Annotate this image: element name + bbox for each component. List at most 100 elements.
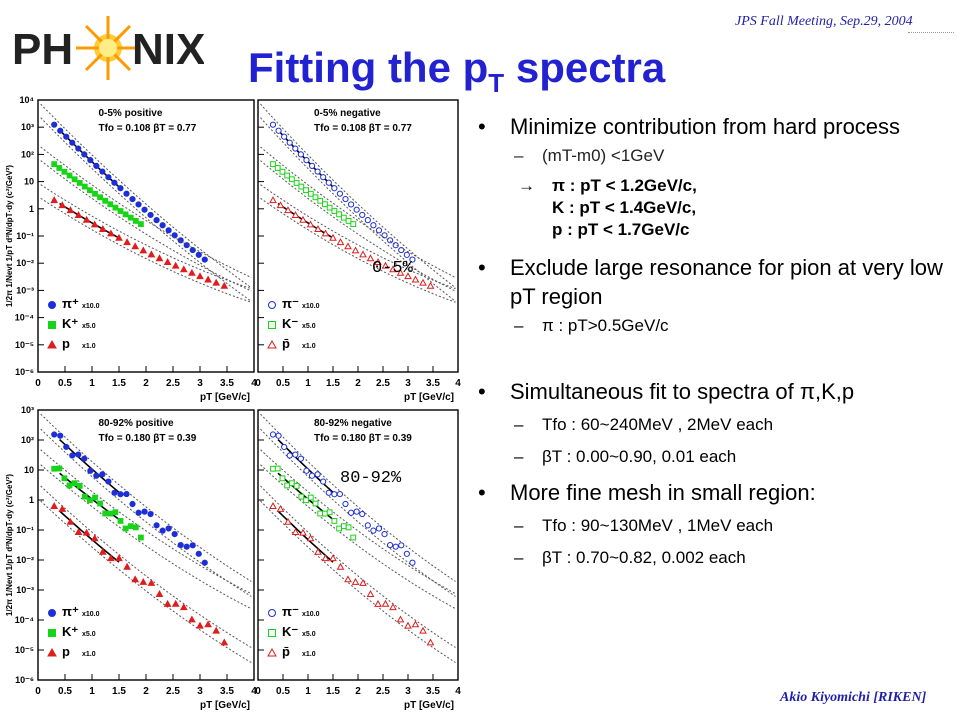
data-point [396, 615, 405, 623]
fit-band-upper [40, 413, 252, 582]
data-point [117, 208, 124, 214]
fit-band-upper [260, 449, 456, 595]
data-point [303, 187, 309, 194]
data-point [58, 201, 67, 209]
data-point [353, 206, 360, 213]
data-point [97, 194, 103, 201]
data-point [387, 237, 394, 244]
data-point [276, 504, 285, 512]
data-point [111, 489, 118, 496]
data-point [66, 172, 73, 179]
x-tick-label: 4 [455, 378, 461, 389]
data-point [350, 534, 357, 541]
data-point [336, 525, 343, 532]
x-tick-label: 0 [35, 378, 41, 389]
data-point [269, 502, 277, 509]
data-point [171, 261, 180, 269]
x-tick-label: 3 [405, 686, 411, 697]
y-tick-label: 10⁻⁵ [15, 340, 34, 350]
data-point [92, 494, 98, 501]
svg-text:NIX: NIX [132, 25, 204, 74]
data-point [284, 172, 291, 179]
y-tick-label: 10² [21, 435, 34, 445]
sub-mt-cut: – (mT-m0) <1GeV [514, 146, 665, 165]
data-point [381, 531, 388, 538]
x-tick-label: 4 [251, 686, 257, 697]
data-point [389, 265, 397, 273]
data-point [351, 246, 360, 254]
fit-band-upper [40, 449, 252, 595]
data-point [195, 550, 202, 557]
x-tick-label: 4 [251, 378, 257, 389]
x-tick-label: 1 [89, 686, 95, 697]
sub-beta-range: – βT : 0.00~0.90, 0.01 each [514, 447, 737, 466]
data-point [340, 214, 347, 221]
data-point [279, 475, 286, 482]
data-point [171, 531, 178, 538]
bullet-minimize: Minimize contribution from hard process [478, 112, 948, 141]
data-point [111, 179, 118, 186]
conference-label: JPS Fall Meeting, Sep.29, 2004 [735, 14, 913, 29]
data-point [336, 238, 345, 246]
x-tick-label: 2.5 [376, 686, 390, 697]
data-point [66, 517, 75, 525]
data-point [155, 590, 164, 597]
data-point [117, 185, 124, 192]
data-point [292, 145, 299, 152]
y-tick-label: 10⁻⁶ [15, 675, 34, 685]
data-point [286, 452, 293, 459]
data-point [370, 222, 377, 229]
data-point [81, 183, 88, 190]
y-tick-label: 10⁻⁴ [15, 313, 34, 323]
panel-heading: 80-92% negative [314, 418, 392, 429]
data-point [132, 524, 139, 531]
y-tick-label: 10⁻³ [16, 285, 34, 295]
data-point [179, 603, 188, 611]
data-point [359, 250, 367, 258]
data-point [115, 554, 123, 562]
data-point [61, 168, 68, 175]
data-point [340, 523, 347, 530]
data-point [57, 432, 64, 439]
data-point [370, 527, 377, 534]
data-point [102, 510, 109, 517]
data-point [321, 554, 330, 562]
data-point [102, 197, 109, 204]
data-point [81, 455, 88, 462]
x-axis-label: pT [GeV/c] [404, 700, 454, 711]
data-point [99, 471, 106, 478]
data-point [112, 204, 119, 211]
data-point [123, 238, 131, 246]
centrality-label-0-5: 0-5% [372, 259, 414, 278]
data-point [392, 543, 399, 550]
data-point [76, 180, 83, 186]
y-tick-label: 10³ [21, 122, 34, 132]
data-point [50, 196, 59, 204]
fit-band-lower [260, 160, 456, 292]
y-tick-label: 10³ [21, 405, 34, 415]
data-point [189, 246, 196, 254]
data-point [98, 225, 107, 232]
data-point [177, 237, 184, 244]
fit-band-upper [260, 146, 456, 278]
data-point [56, 465, 63, 472]
x-tick-label: 3.5 [220, 686, 234, 697]
data-point [281, 443, 288, 451]
data-point [135, 201, 142, 208]
data-point [189, 542, 196, 549]
legend-label: K⁻ [282, 316, 298, 331]
data-point [345, 217, 352, 224]
data-point [63, 443, 70, 451]
fit-band-upper [40, 184, 252, 290]
data-point [50, 502, 59, 509]
data-point [212, 626, 221, 634]
fit-band-lower [40, 160, 252, 292]
data-point [269, 121, 277, 128]
data-point [112, 509, 119, 516]
data-point [51, 465, 58, 472]
data-point [122, 525, 129, 532]
data-point [90, 220, 99, 228]
fit-band-lower [260, 428, 456, 597]
y-tick-label: 1 [29, 495, 34, 505]
data-point [411, 620, 420, 628]
